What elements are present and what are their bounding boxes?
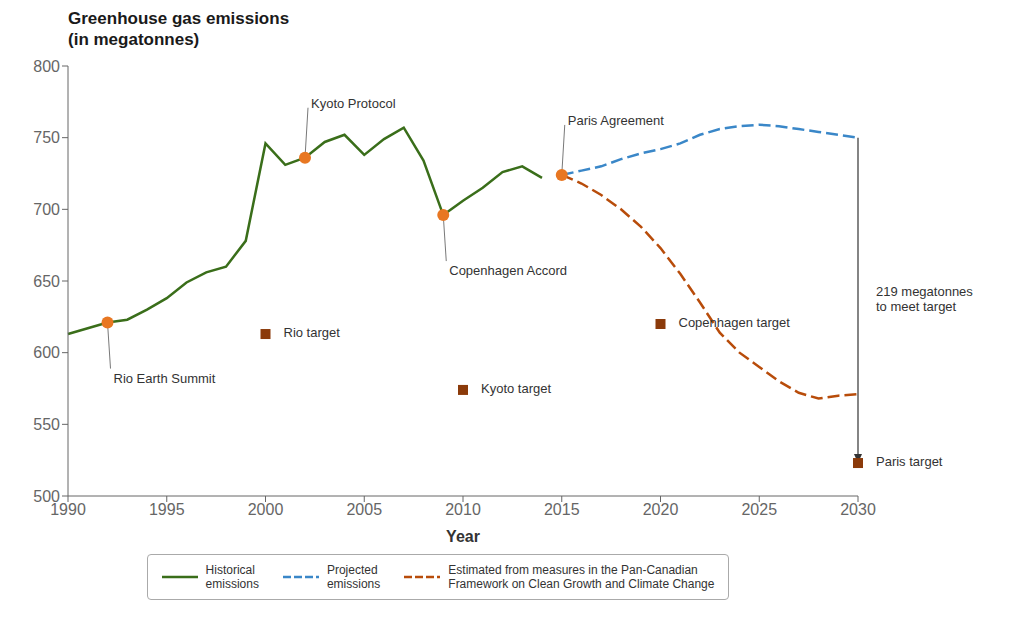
svg-text:Kyoto target: Kyoto target — [481, 381, 551, 396]
svg-text:1990: 1990 — [50, 501, 86, 519]
svg-text:Kyoto Protocol: Kyoto Protocol — [311, 96, 396, 111]
svg-text:800: 800 — [33, 58, 60, 75]
svg-text:Year: Year — [446, 528, 480, 545]
svg-text:650: 650 — [33, 273, 60, 290]
html-text:emissions: emissions — [326, 577, 381, 591]
html-text:Historical: Historical — [205, 563, 255, 577]
svg-text:1995: 1995 — [149, 501, 185, 518]
svg-text:2025: 2025 — [741, 501, 777, 518]
svg-text:Rio target: Rio target — [284, 325, 341, 340]
html-text:emissions: emissions — [205, 577, 259, 591]
html-text:Framework on Clean Growth and: Framework on Clean Growth and Climate Ch… — [448, 577, 715, 591]
html-text:Greenhouse gas emissions: Greenhouse gas emissions — [68, 9, 290, 28]
svg-text:2030: 2030 — [840, 501, 876, 518]
svg-text:500: 500 — [33, 488, 60, 505]
svg-text:750: 750 — [33, 129, 60, 146]
svg-text:700: 700 — [33, 201, 60, 218]
svg-text:600: 600 — [33, 344, 60, 361]
svg-text:2005: 2005 — [346, 501, 382, 518]
svg-text:Paris Agreement: Paris Agreement — [568, 113, 664, 128]
svg-text:2010: 2010 — [445, 501, 481, 518]
svg-text:550: 550 — [33, 416, 60, 433]
svg-text:2000: 2000 — [248, 501, 284, 518]
svg-text:Paris target: Paris target — [876, 454, 943, 469]
svg-text:2020: 2020 — [643, 501, 679, 518]
html-text:(in megatonnes): (in megatonnes) — [68, 30, 200, 49]
html-text:Projected: Projected — [326, 563, 378, 577]
svg-text:Copenhagen target: Copenhagen target — [679, 315, 791, 330]
svg-text:Copenhagen Accord: Copenhagen Accord — [449, 263, 567, 278]
svg-text:219 megatonnesto meet target: 219 megatonnesto meet target — [876, 284, 973, 314]
html-text:Estimated from measures in the: Estimated from measures in the Pan-Canad… — [448, 563, 698, 577]
svg-text:Rio Earth Summit: Rio Earth Summit — [114, 371, 216, 386]
svg-text:2015: 2015 — [544, 501, 580, 518]
